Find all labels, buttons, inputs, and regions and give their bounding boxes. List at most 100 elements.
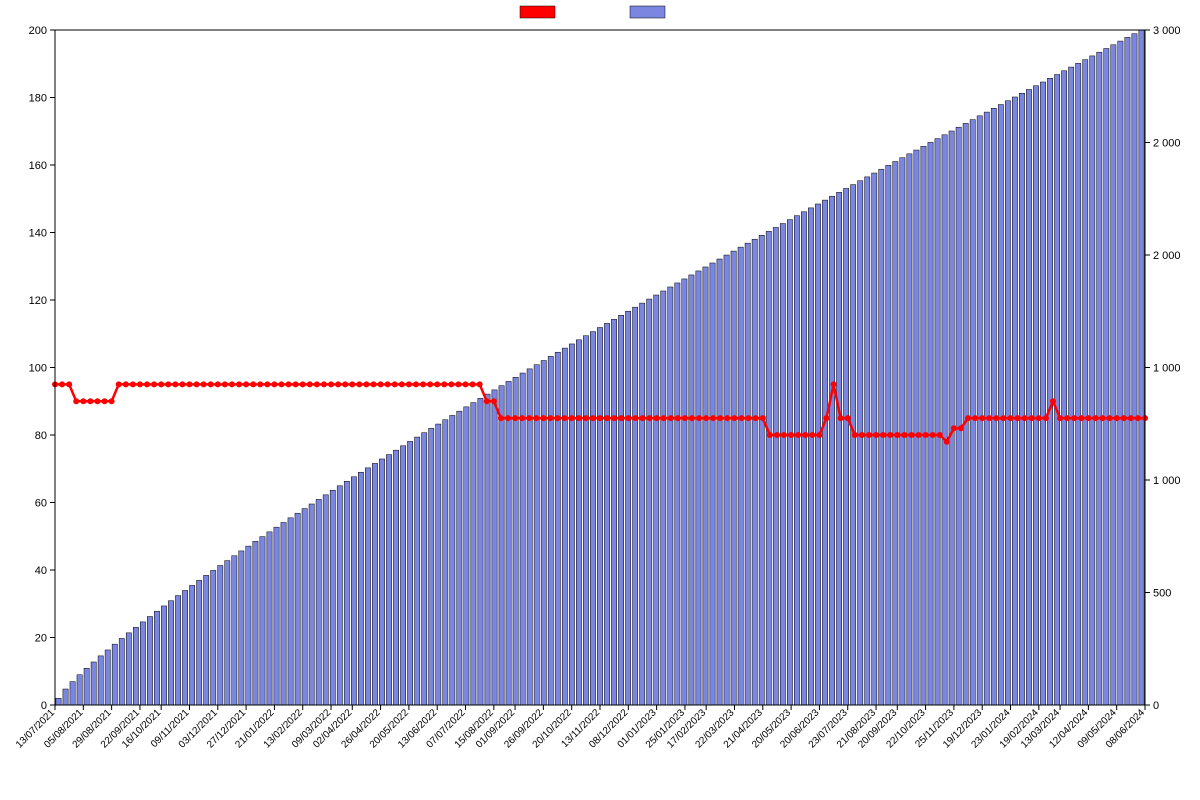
bar bbox=[260, 537, 265, 705]
legend-swatch-line bbox=[520, 6, 555, 18]
line-marker bbox=[342, 381, 348, 387]
line-marker bbox=[356, 381, 362, 387]
line-marker bbox=[116, 381, 122, 387]
line-marker bbox=[724, 415, 730, 421]
y-right-tick-label: 500 bbox=[1153, 588, 1171, 600]
bar bbox=[752, 239, 757, 705]
bar bbox=[513, 377, 518, 705]
line-marker bbox=[349, 381, 355, 387]
bar bbox=[1132, 34, 1137, 705]
bar bbox=[1033, 86, 1038, 705]
bar bbox=[625, 311, 630, 705]
line-marker bbox=[59, 381, 65, 387]
line-marker bbox=[816, 432, 822, 438]
bar bbox=[464, 407, 469, 705]
line-marker bbox=[519, 415, 525, 421]
line-marker bbox=[498, 415, 504, 421]
bar bbox=[1139, 30, 1144, 705]
line-marker bbox=[1015, 415, 1021, 421]
line-marker bbox=[647, 415, 653, 421]
bar bbox=[225, 561, 230, 705]
y-left-tick-label: 140 bbox=[29, 228, 47, 240]
bar bbox=[119, 638, 124, 705]
bar bbox=[942, 135, 947, 705]
line-marker bbox=[887, 432, 893, 438]
line-marker bbox=[746, 415, 752, 421]
line-marker bbox=[951, 425, 957, 431]
line-marker bbox=[696, 415, 702, 421]
line-marker bbox=[470, 381, 476, 387]
bar bbox=[597, 328, 602, 705]
line-marker bbox=[264, 381, 270, 387]
combo-chart: 02040608010012014016018020005001 0001 00… bbox=[0, 0, 1200, 800]
bar bbox=[281, 522, 286, 705]
bar bbox=[499, 386, 504, 705]
bar bbox=[696, 271, 701, 705]
bar bbox=[105, 650, 110, 705]
line-marker bbox=[682, 415, 688, 421]
line-marker bbox=[993, 415, 999, 421]
line-marker bbox=[158, 381, 164, 387]
bar bbox=[822, 200, 827, 705]
bar bbox=[611, 319, 616, 705]
line-marker bbox=[590, 415, 596, 421]
bar bbox=[1012, 97, 1017, 705]
bar bbox=[745, 243, 750, 705]
line-marker bbox=[392, 381, 398, 387]
bar bbox=[921, 146, 926, 705]
bar bbox=[787, 220, 792, 705]
bar bbox=[450, 415, 455, 705]
bar bbox=[1125, 37, 1130, 705]
bar bbox=[618, 315, 623, 705]
line-marker bbox=[278, 381, 284, 387]
line-marker bbox=[809, 432, 815, 438]
line-marker bbox=[314, 381, 320, 387]
line-marker bbox=[222, 381, 228, 387]
line-marker bbox=[547, 415, 553, 421]
bar bbox=[801, 212, 806, 705]
bar bbox=[520, 373, 525, 705]
bar bbox=[977, 116, 982, 705]
bar bbox=[204, 575, 209, 705]
bar bbox=[900, 158, 905, 705]
line-marker bbox=[441, 381, 447, 387]
bar bbox=[731, 251, 736, 705]
bar bbox=[386, 455, 391, 705]
bar bbox=[379, 459, 384, 705]
y-right-tick-label: 1 000 bbox=[1153, 363, 1181, 375]
line-marker bbox=[894, 432, 900, 438]
legend-swatch-bar bbox=[630, 6, 665, 18]
line-marker bbox=[1057, 415, 1063, 421]
bar bbox=[1005, 101, 1010, 705]
line-marker bbox=[491, 398, 497, 404]
line-marker bbox=[385, 381, 391, 387]
bar bbox=[485, 394, 490, 705]
bar bbox=[703, 267, 708, 705]
line-marker bbox=[866, 432, 872, 438]
line-marker bbox=[937, 432, 943, 438]
line-marker bbox=[873, 432, 879, 438]
bar bbox=[766, 231, 771, 705]
bar bbox=[253, 541, 258, 705]
line-marker bbox=[66, 381, 72, 387]
bar bbox=[1097, 52, 1102, 705]
line-marker bbox=[307, 381, 313, 387]
bar bbox=[492, 390, 497, 705]
line-marker bbox=[838, 415, 844, 421]
y-left-tick-label: 100 bbox=[29, 363, 47, 375]
bar bbox=[422, 433, 427, 705]
line-marker bbox=[1022, 415, 1028, 421]
line-marker bbox=[335, 381, 341, 387]
bar bbox=[717, 259, 722, 705]
line-marker bbox=[201, 381, 207, 387]
line-marker bbox=[569, 415, 575, 421]
line-marker bbox=[286, 381, 292, 387]
y-left-tick-label: 60 bbox=[35, 498, 47, 510]
line-marker bbox=[406, 381, 412, 387]
bar bbox=[197, 580, 202, 705]
line-marker bbox=[463, 381, 469, 387]
line-marker bbox=[668, 415, 674, 421]
line-marker bbox=[109, 398, 115, 404]
line-marker bbox=[165, 381, 171, 387]
line-marker bbox=[675, 415, 681, 421]
